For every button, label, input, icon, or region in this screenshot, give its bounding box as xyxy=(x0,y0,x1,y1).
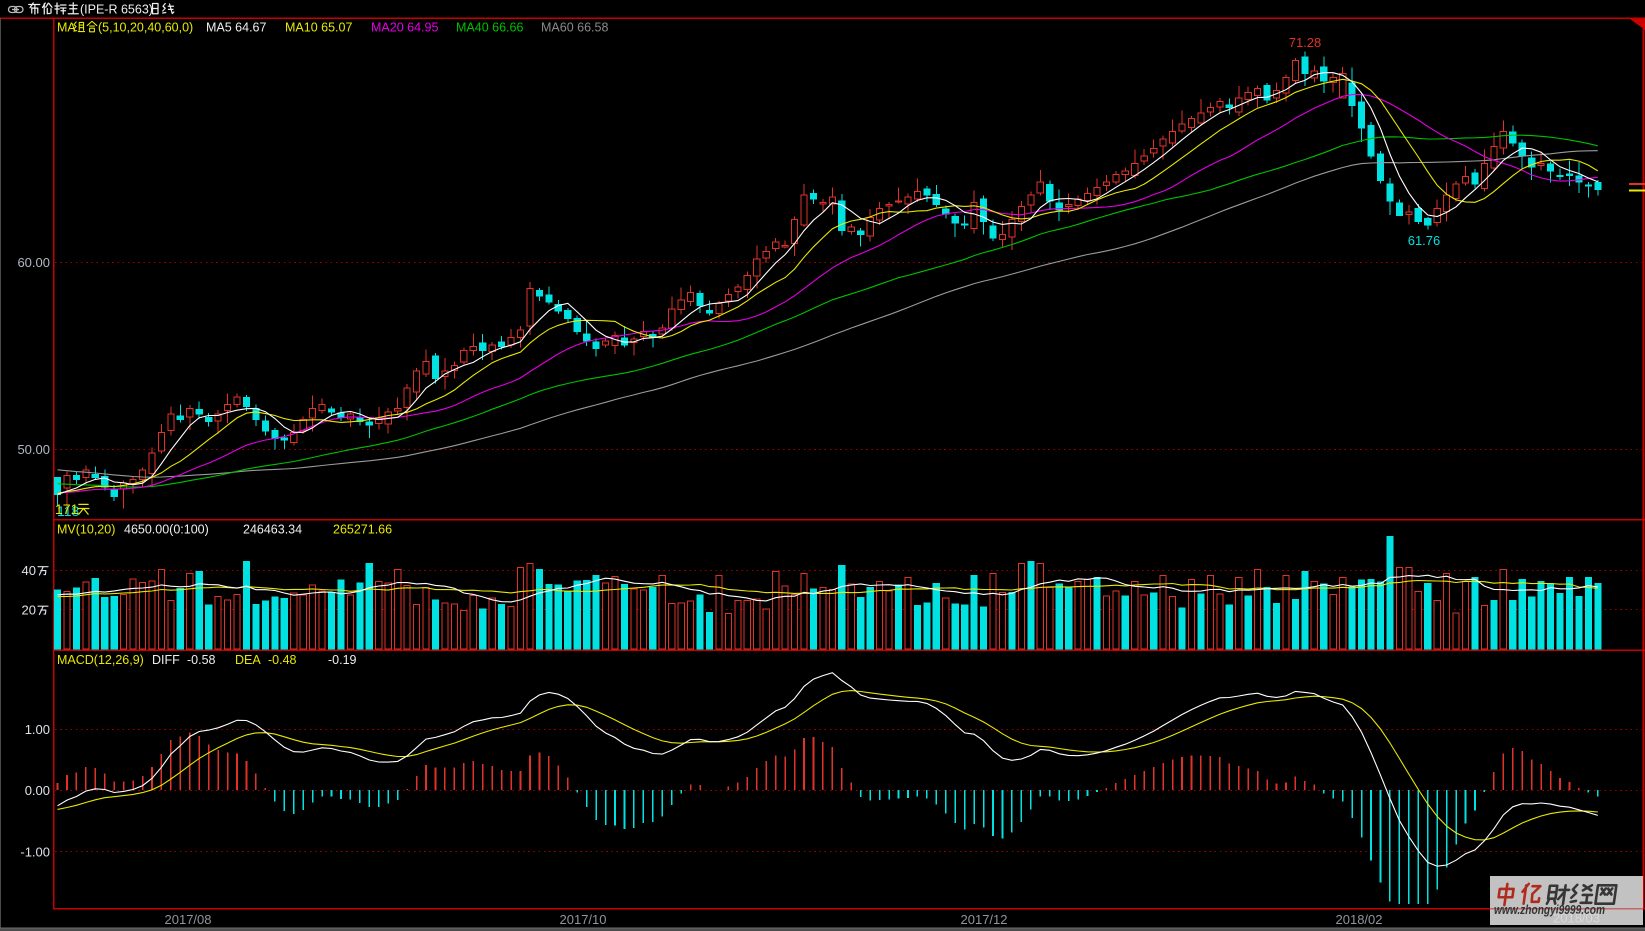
svg-text:2017/12: 2017/12 xyxy=(961,912,1008,927)
svg-text:MA5 64.67: MA5 64.67 xyxy=(206,21,267,35)
svg-text:MA60 66.58: MA60 66.58 xyxy=(541,21,608,35)
svg-text:246463.34: 246463.34 xyxy=(243,523,302,537)
svg-text:50.00: 50.00 xyxy=(17,442,50,457)
svg-text:DIFF: DIFF xyxy=(152,653,180,667)
svg-text:DEA: DEA xyxy=(235,653,261,667)
svg-text:171: 171 xyxy=(55,501,79,517)
svg-text:MA10 65.07: MA10 65.07 xyxy=(285,21,352,35)
svg-text:MA: MA xyxy=(57,21,76,35)
svg-text:-0.58: -0.58 xyxy=(187,653,216,667)
svg-text:MA20 64.95: MA20 64.95 xyxy=(371,21,438,35)
svg-text:118: 118 xyxy=(57,503,80,519)
svg-text:2018/02: 2018/02 xyxy=(1336,912,1383,927)
svg-text:60.00: 60.00 xyxy=(17,255,50,270)
svg-text:-0.48: -0.48 xyxy=(268,653,297,667)
svg-text:MV(10,20): MV(10,20) xyxy=(57,523,115,537)
svg-text:www.zhongyi9999.com: www.zhongyi9999.com xyxy=(1494,903,1605,917)
svg-text:2017/10: 2017/10 xyxy=(560,912,607,927)
svg-text:(IPE-R 6563): (IPE-R 6563) xyxy=(80,3,153,17)
svg-text:1.00: 1.00 xyxy=(25,722,50,737)
svg-text:40: 40 xyxy=(22,563,36,578)
svg-text:71.28: 71.28 xyxy=(1289,35,1322,50)
svg-text:20: 20 xyxy=(22,603,36,618)
svg-text:-1.00: -1.00 xyxy=(20,845,50,860)
svg-text:(5,10,20,40,60,0): (5,10,20,40,60,0) xyxy=(98,21,193,35)
svg-text:MA40 66.66: MA40 66.66 xyxy=(456,21,523,35)
svg-text:61.76: 61.76 xyxy=(1408,233,1441,248)
svg-text:2017/08: 2017/08 xyxy=(165,912,212,927)
svg-text:2018/03: 2018/03 xyxy=(1553,911,1600,926)
svg-text:-0.19: -0.19 xyxy=(328,653,357,667)
svg-text:4650.00(0:100): 4650.00(0:100) xyxy=(124,523,209,537)
svg-text:0.00: 0.00 xyxy=(25,783,50,798)
svg-text:265271.66: 265271.66 xyxy=(333,523,392,537)
svg-text:MACD(12,26,9): MACD(12,26,9) xyxy=(57,653,144,667)
